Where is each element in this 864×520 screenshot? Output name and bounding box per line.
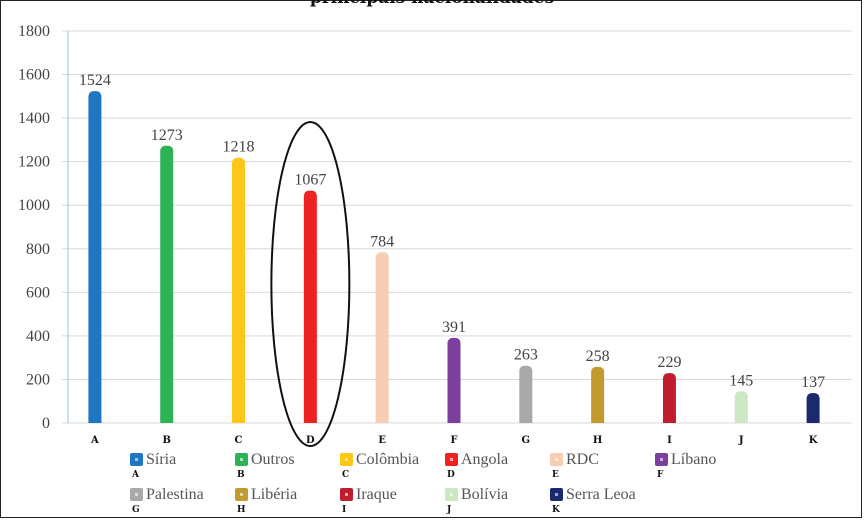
legend-letter: I: [342, 505, 346, 515]
highlight-ellipse: [270, 121, 351, 447]
legend-label: Síria: [146, 451, 176, 468]
bar-base: [303, 417, 317, 423]
bars: [88, 91, 820, 424]
legend-swatch-dot: [345, 493, 348, 496]
legend: Síria A Outros B Colômbia C Angola D RDC E Líbano F…: [130, 451, 716, 515]
legend-letter: D: [447, 470, 455, 480]
data-label: 229: [657, 354, 681, 371]
legend-swatch-dot: [240, 458, 243, 461]
data-label: 1273: [151, 127, 183, 144]
data-label: 137: [801, 374, 825, 391]
legend-letter: A: [131, 470, 140, 480]
legend-letter: B: [237, 470, 245, 480]
bar-g: [519, 365, 533, 423]
y-tick-label: 1200: [18, 154, 50, 171]
bar-h: [591, 366, 605, 423]
y-tick-label: 1600: [18, 67, 50, 84]
legend-letter: K: [552, 505, 561, 515]
y-tick-label: 400: [26, 328, 50, 345]
y-tick-label: 1000: [18, 197, 50, 214]
y-tick-label: 1400: [18, 110, 50, 127]
bar-base: [806, 417, 820, 423]
bar-base: [662, 417, 676, 423]
bar-d: [303, 190, 317, 423]
x-tick-label: G: [522, 435, 531, 446]
legend-label: Bolívia: [461, 486, 508, 503]
bar-base: [375, 417, 389, 423]
x-tick-label: F: [450, 435, 457, 446]
data-label: 391: [442, 319, 466, 336]
legend-swatch-dot: [135, 458, 138, 461]
legend-swatch-dot: [660, 458, 663, 461]
data-label: 263: [514, 347, 538, 364]
legend-label: RDC: [566, 451, 599, 468]
x-tick-label: D: [306, 435, 315, 446]
bar-base: [447, 417, 461, 423]
bar-c: [232, 157, 246, 423]
bar-base: [519, 417, 533, 423]
bar-e: [375, 252, 389, 423]
y-tick-label: 1800: [18, 23, 50, 40]
legend-swatch-dot: [240, 493, 243, 496]
legend-label: Iraque: [356, 486, 397, 503]
bar-k: [806, 393, 820, 423]
legend-swatch-dot: [555, 493, 558, 496]
legend-letter: E: [552, 470, 559, 480]
legend-swatch-dot: [450, 493, 453, 496]
legend-swatch-dot: [345, 458, 348, 461]
highlight-ellipse-shape: [270, 121, 351, 447]
legend-label: Angola: [461, 451, 508, 468]
legend-letter: F: [657, 470, 664, 480]
legend-label: Serra Leoa: [566, 486, 636, 503]
bar-base: [591, 417, 605, 423]
legend-letter: J: [446, 505, 451, 515]
x-tick-label: A: [90, 435, 99, 446]
legend-label: Colômbia: [356, 451, 419, 468]
bar-base: [232, 417, 246, 423]
bar-i: [662, 373, 676, 423]
bar-base: [88, 417, 102, 423]
legend-letter: C: [342, 470, 349, 480]
chart-title: principais nacionalidades: [0, 0, 864, 8]
data-label: 1067: [294, 172, 326, 189]
legend-letter: G: [132, 505, 140, 515]
data-label: 1524: [79, 72, 111, 89]
bar-base: [160, 417, 174, 423]
x-tick-label: J: [738, 435, 744, 446]
y-tick-label: 0: [42, 415, 50, 432]
y-tick-label: 600: [26, 284, 50, 301]
data-label: 145: [729, 372, 753, 389]
x-tick-label: E: [378, 435, 386, 446]
bar-b: [160, 145, 174, 423]
y-axis-ticks: 0 200 400 600 800 1000 1200 1400 1600 1800: [18, 23, 50, 432]
data-label: 784: [370, 233, 394, 250]
legend-letter: H: [237, 505, 246, 515]
legend-label: Outros: [251, 451, 295, 468]
bar-f: [447, 337, 461, 423]
x-tick-label: H: [593, 435, 602, 446]
data-labels: 1524 1273 1218 1067 784 391 263 258 229 145 137: [79, 72, 825, 391]
legend-swatch-dot: [450, 458, 453, 461]
y-tick-label: 800: [26, 241, 50, 258]
bar-base: [734, 417, 748, 423]
x-tick-label: K: [809, 435, 818, 446]
legend-swatch-dot: [555, 458, 558, 461]
legend-label: Libéria: [251, 486, 297, 503]
legend-label: Palestina: [146, 486, 204, 503]
x-tick-label: I: [667, 435, 672, 446]
x-tick-label: B: [163, 435, 171, 446]
data-label: 258: [586, 348, 610, 365]
x-tick-label: C: [235, 435, 243, 446]
y-tick-label: 200: [26, 371, 50, 388]
legend-swatch-dot: [135, 493, 138, 496]
bar-a: [88, 91, 102, 424]
legend-label: Líbano: [671, 451, 716, 468]
x-axis-labels: A B C D E F G H I J K: [90, 435, 818, 446]
data-label: 1218: [223, 139, 255, 156]
bar-j: [734, 391, 748, 423]
